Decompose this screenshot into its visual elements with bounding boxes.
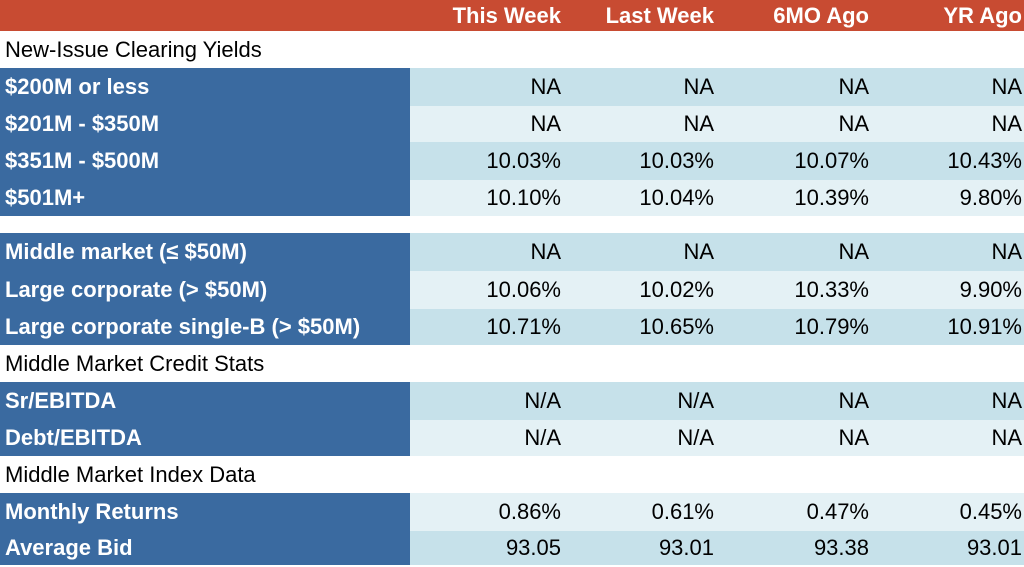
cell-this-week: N/A [410, 382, 567, 420]
cell-6mo-ago: 10.33% [720, 271, 875, 309]
cell-6mo-ago: 10.39% [720, 180, 875, 216]
table-row: Large corporate (> $50M) 10.06% 10.02% 1… [0, 271, 1024, 309]
cell-6mo-ago: NA [720, 106, 875, 142]
table-row: Middle market (≤ $50M) NA NA NA NA [0, 233, 1024, 271]
row-label: Average Bid [0, 531, 410, 565]
cell-this-week: 0.86% [410, 493, 567, 531]
row-label: Sr/EBITDA [0, 382, 410, 420]
cell-6mo-ago: 10.79% [720, 309, 875, 345]
cell-last-week: 0.61% [567, 493, 720, 531]
cell-this-week: NA [410, 106, 567, 142]
row-spacer [0, 216, 1024, 233]
header-blank [0, 0, 410, 31]
cell-yr-ago: NA [875, 420, 1024, 456]
row-label: $201M - $350M [0, 106, 410, 142]
cell-last-week: 93.01 [567, 531, 720, 565]
cell-yr-ago: NA [875, 382, 1024, 420]
section-heading: Middle Market Credit Stats [0, 345, 1024, 382]
cell-last-week: 10.65% [567, 309, 720, 345]
row-label: Debt/EBITDA [0, 420, 410, 456]
cell-last-week: NA [567, 233, 720, 271]
table-row: $501M+ 10.10% 10.04% 10.39% 9.80% [0, 180, 1024, 216]
cell-6mo-ago: NA [720, 420, 875, 456]
cell-yr-ago: NA [875, 233, 1024, 271]
cell-yr-ago: 10.91% [875, 309, 1024, 345]
cell-last-week: N/A [567, 420, 720, 456]
header-this-week: This Week [452, 2, 561, 28]
cell-this-week: 10.10% [410, 180, 567, 216]
row-label: Large corporate (> $50M) [0, 271, 410, 309]
cell-last-week: 10.02% [567, 271, 720, 309]
header-last-week: Last Week [605, 2, 714, 28]
cell-6mo-ago: 93.38 [720, 531, 875, 565]
section-heading: Middle Market Index Data [0, 456, 1024, 493]
row-label: $351M - $500M [0, 142, 410, 180]
cell-yr-ago: 0.45% [875, 493, 1024, 531]
section-title: New-Issue Clearing Yields [5, 36, 262, 62]
cell-this-week: 93.05 [410, 531, 567, 565]
cell-last-week: NA [567, 68, 720, 106]
cell-yr-ago: 9.90% [875, 271, 1024, 309]
table-row: $351M - $500M 10.03% 10.03% 10.07% 10.43… [0, 142, 1024, 180]
table-row: $200M or less NA NA NA NA [0, 68, 1024, 106]
table-row: Monthly Returns 0.86% 0.61% 0.47% 0.45% [0, 493, 1024, 531]
cell-6mo-ago: 10.07% [720, 142, 875, 180]
cell-yr-ago: 93.01 [875, 531, 1024, 565]
table-row: Large corporate single-B (> $50M) 10.71%… [0, 309, 1024, 345]
cell-yr-ago: NA [875, 68, 1024, 106]
row-label: $200M or less [0, 68, 410, 106]
table-row: Average Bid 93.05 93.01 93.38 93.01 [0, 531, 1024, 565]
section-title: Middle Market Index Data [5, 461, 256, 487]
cell-this-week: 10.71% [410, 309, 567, 345]
row-label: Monthly Returns [0, 493, 410, 531]
table-row: Sr/EBITDA N/A N/A NA NA [0, 382, 1024, 420]
row-label: Large corporate single-B (> $50M) [0, 309, 410, 345]
cell-yr-ago: NA [875, 106, 1024, 142]
cell-6mo-ago: NA [720, 382, 875, 420]
table-row: $201M - $350M NA NA NA NA [0, 106, 1024, 142]
cell-this-week: 10.06% [410, 271, 567, 309]
cell-6mo-ago: NA [720, 68, 875, 106]
cell-last-week: 10.03% [567, 142, 720, 180]
cell-6mo-ago: NA [720, 233, 875, 271]
section-heading: New-Issue Clearing Yields [0, 31, 1024, 68]
cell-this-week: N/A [410, 420, 567, 456]
table-row: Debt/EBITDA N/A N/A NA NA [0, 420, 1024, 456]
row-label: $501M+ [0, 180, 410, 216]
cell-6mo-ago: 0.47% [720, 493, 875, 531]
cell-this-week: NA [410, 68, 567, 106]
header-yr-ago: YR Ago [943, 2, 1022, 28]
cell-last-week: NA [567, 106, 720, 142]
header-row: This Week Last Week 6MO Ago YR Ago [0, 0, 1024, 31]
cell-last-week: N/A [567, 382, 720, 420]
cell-last-week: 10.04% [567, 180, 720, 216]
cell-yr-ago: 9.80% [875, 180, 1024, 216]
cell-this-week: 10.03% [410, 142, 567, 180]
header-6mo-ago: 6MO Ago [773, 2, 869, 28]
section-title: Middle Market Credit Stats [5, 350, 265, 376]
cell-this-week: NA [410, 233, 567, 271]
row-label: Middle market (≤ $50M) [0, 233, 410, 271]
cell-yr-ago: 10.43% [875, 142, 1024, 180]
